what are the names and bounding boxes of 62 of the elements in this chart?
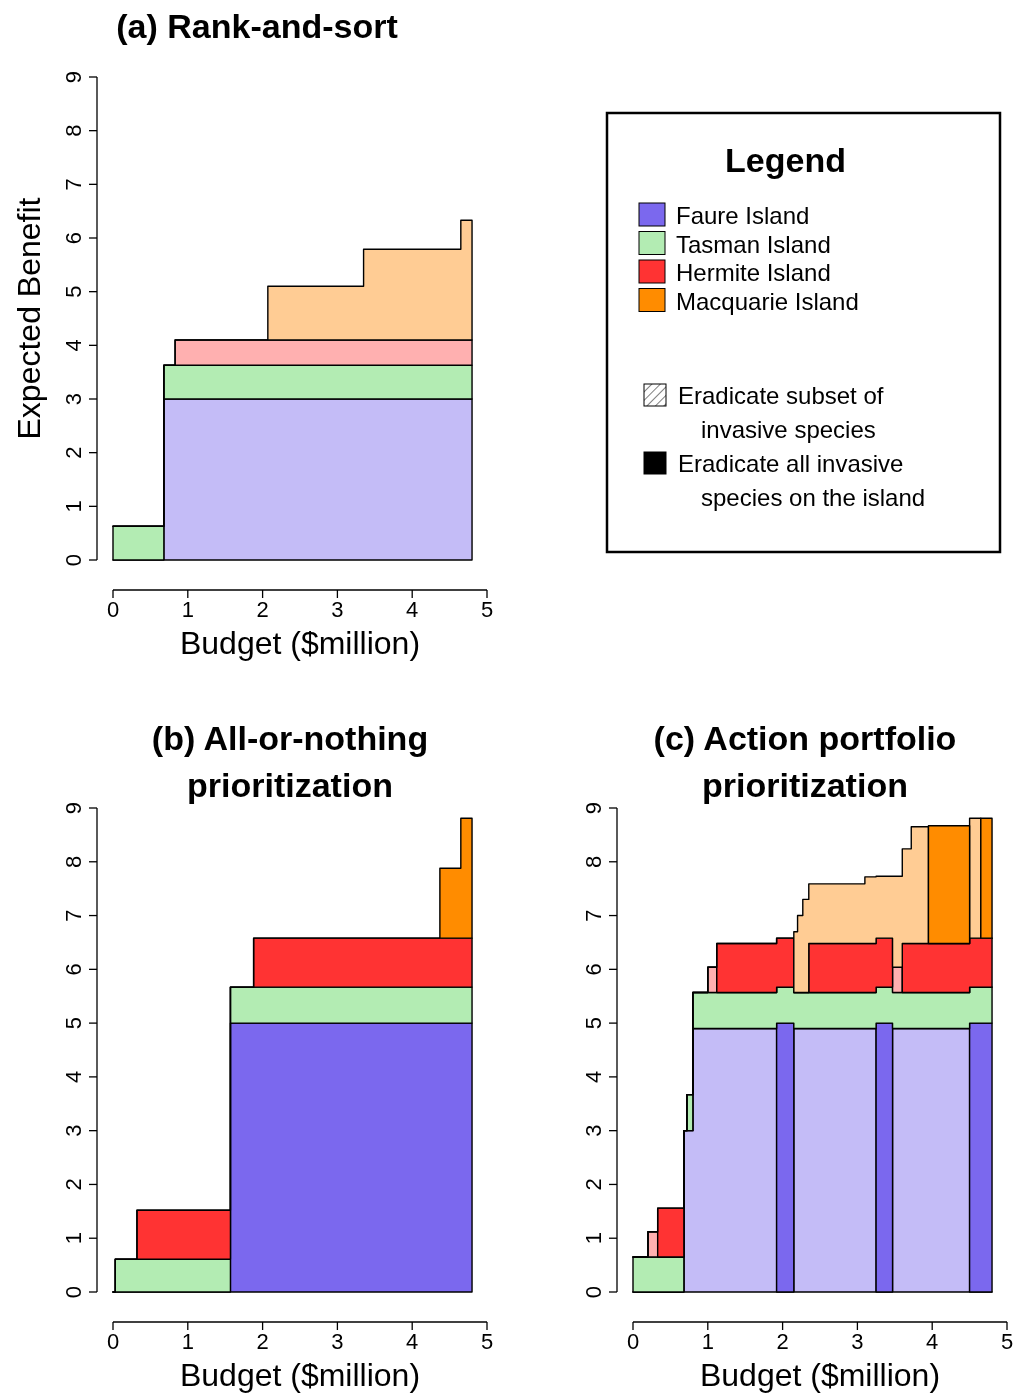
y-tick-label: 5 (581, 1016, 606, 1030)
y-tick-label: 1 (61, 1232, 86, 1245)
chart-title: (b) All-or-nothing prioritization (151, 719, 429, 804)
y-tick-label: 9 (581, 801, 606, 815)
x-tick-label: 2 (776, 1329, 789, 1354)
y-tick-label: 0 (581, 1285, 606, 1299)
y-tick-label: 2 (581, 1178, 606, 1191)
category-label: Hermite Island (676, 259, 831, 286)
chart-title: (c) Action portfolio prioritization (653, 719, 957, 804)
x-tick-label: 3 (331, 1329, 344, 1354)
y-tick-label: 4 (581, 1070, 606, 1084)
y-axis-title: Expected Benefit (11, 197, 47, 440)
y-tick-label: 1 (61, 500, 86, 513)
x-tick-label: 5 (480, 597, 494, 622)
y-tick-label: 6 (581, 963, 606, 976)
x-tick-label: 5 (480, 1329, 494, 1354)
x-tick-label: 0 (106, 597, 120, 622)
category-label: Faure Island (676, 202, 810, 229)
x-tick-label: 2 (256, 1329, 269, 1354)
x-axis-title: Budget ($million) (699, 1357, 941, 1393)
y-tick-label: 4 (61, 1070, 86, 1084)
x-tick-label: 4 (406, 597, 419, 622)
y-tick-label: 9 (61, 70, 86, 84)
y-tick-label: 3 (61, 392, 86, 406)
y-tick-label: 2 (61, 1178, 86, 1191)
y-tick-label: 4 (61, 339, 86, 352)
x-tick-label: 3 (331, 597, 344, 622)
text: Legend (725, 141, 846, 179)
text: Eradicate all invasive species on the island (678, 450, 926, 511)
x-tick-label: 0 (106, 1329, 120, 1354)
y-tick-label: 2 (61, 446, 86, 459)
y-tick-label: 8 (61, 124, 86, 137)
y-tick-label: 6 (61, 231, 86, 245)
x-tick-label: 4 (406, 1329, 419, 1354)
text: Eradicate subset of invasive species (678, 382, 884, 443)
x-tick-label: 3 (851, 1329, 864, 1354)
y-tick-label: 0 (61, 1285, 86, 1299)
y-tick-label: 3 (581, 1124, 606, 1137)
y-tick-label: 7 (61, 909, 86, 922)
x-tick-label: 4 (926, 1329, 939, 1354)
x-tick-label: 0 (626, 1329, 640, 1354)
x-tick-label: 1 (181, 1329, 194, 1354)
x-tick-label: 1 (701, 1329, 714, 1354)
category-label: Macquarie Island (676, 287, 859, 315)
y-tick-label: 8 (61, 855, 86, 868)
y-tick-label: 3 (61, 1124, 86, 1137)
y-tick-label: 0 (61, 553, 86, 567)
y-tick-label: 5 (61, 285, 86, 298)
y-tick-label: 6 (61, 963, 86, 976)
x-tick-label: 1 (181, 597, 194, 622)
y-tick-label: 5 (61, 1016, 86, 1030)
x-tick-label: 5 (1000, 1329, 1014, 1354)
x-axis-title: Budget ($million) (179, 625, 421, 661)
y-tick-label: 7 (581, 909, 606, 922)
y-tick-label: 7 (61, 178, 86, 191)
category-label: Tasman Island (676, 230, 831, 258)
chart-title: (a) Rank-and-sort (116, 7, 398, 45)
x-axis-title: Budget ($million) (179, 1357, 421, 1393)
y-tick-label: 8 (581, 855, 606, 868)
x-tick-label: 2 (256, 597, 269, 622)
y-tick-label: 1 (581, 1232, 606, 1245)
y-tick-label: 9 (61, 801, 86, 815)
